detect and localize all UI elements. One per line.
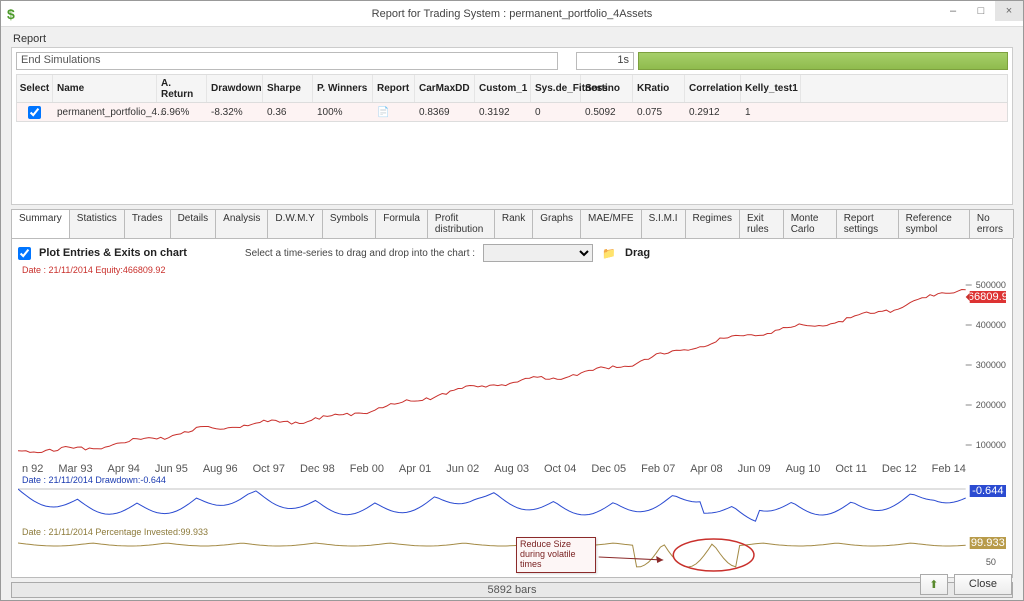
tab-noerrors[interactable]: No errors bbox=[969, 209, 1014, 238]
col-drawdown[interactable]: Drawdown bbox=[207, 75, 263, 102]
tab-statistics[interactable]: Statistics bbox=[69, 209, 125, 238]
percent-invested-chart[interactable]: 99.933 50 0 bbox=[18, 537, 1006, 587]
maximize-button[interactable]: □ bbox=[967, 1, 995, 21]
footer: ⬆ Close bbox=[920, 574, 1012, 595]
row-correlation: 0.2912 bbox=[685, 106, 741, 119]
tab-regimes[interactable]: Regimes bbox=[685, 209, 740, 238]
col-name[interactable]: Name bbox=[53, 75, 157, 102]
col-sysfit[interactable]: Sys.de_Fitness bbox=[531, 75, 581, 102]
row-pwinners: 100% bbox=[313, 106, 373, 119]
progress-bar bbox=[638, 52, 1008, 70]
time-box: 1s bbox=[576, 52, 634, 70]
annotation-box: Reduce Size during volatile times bbox=[516, 537, 596, 573]
close-window-button[interactable]: × bbox=[995, 1, 1023, 21]
tab-details[interactable]: Details bbox=[170, 209, 217, 238]
percent-invested-wrap: 99.933 50 0 Reduce Size during volatile … bbox=[18, 537, 1006, 587]
col-sharpe[interactable]: Sharpe bbox=[263, 75, 313, 102]
col-kratio[interactable]: KRatio bbox=[633, 75, 685, 102]
svg-text:100000: 100000 bbox=[976, 440, 1006, 450]
tab-summary[interactable]: Summary bbox=[11, 209, 70, 238]
report-panel: Report End Simulations 1s Select Name A.… bbox=[11, 33, 1013, 205]
row-name: permanent_portfolio_4... bbox=[53, 106, 157, 119]
row-report-icon[interactable]: 📄 bbox=[373, 106, 415, 119]
results-grid: Select Name A. Return Drawdown Sharpe P.… bbox=[16, 74, 1008, 122]
col-sortino[interactable]: Sortino bbox=[581, 75, 633, 102]
drawdown-chart[interactable]: -0.644 bbox=[18, 485, 1006, 525]
tab-montecarlo[interactable]: Monte Carlo bbox=[783, 209, 837, 238]
tab-refsymbol[interactable]: Reference symbol bbox=[898, 209, 970, 238]
col-areturn[interactable]: A. Return bbox=[157, 75, 207, 102]
row-kelly: 1 bbox=[741, 106, 801, 119]
svg-text:50: 50 bbox=[986, 557, 996, 567]
col-report[interactable]: Report bbox=[373, 75, 415, 102]
tab-analysis[interactable]: Analysis bbox=[215, 209, 268, 238]
svg-text:200000: 200000 bbox=[976, 400, 1006, 410]
row-sharpe: 0.36 bbox=[263, 106, 313, 119]
drag-folder-icon[interactable]: 📁 bbox=[601, 245, 617, 261]
end-simulations-box[interactable]: End Simulations bbox=[16, 52, 558, 70]
plot-entries-label: Plot Entries & Exits on chart bbox=[39, 247, 187, 259]
col-select[interactable]: Select bbox=[17, 75, 53, 102]
svg-text:99.933: 99.933 bbox=[971, 537, 1005, 549]
select-ts-label: Select a time-series to drag and drop in… bbox=[245, 248, 475, 259]
tabs: Summary Statistics Trades Details Analys… bbox=[11, 209, 1013, 238]
equity-header: Date : 21/11/2014 Equity:466809.92 bbox=[18, 265, 1006, 275]
chart-controls: Plot Entries & Exits on chart Select a t… bbox=[18, 243, 1006, 263]
tab-exitrules[interactable]: Exit rules bbox=[739, 209, 784, 238]
tab-symbols[interactable]: Symbols bbox=[322, 209, 376, 238]
window-buttons: – □ × bbox=[939, 1, 1023, 21]
plot-entries-checkbox[interactable] bbox=[18, 247, 31, 260]
percent-invested-header: Date : 21/11/2014 Percentage Invested:99… bbox=[18, 527, 1006, 537]
sim-controls: End Simulations 1s bbox=[16, 52, 1008, 70]
tab-maemfe[interactable]: MAE/MFE bbox=[580, 209, 642, 238]
tab-simi[interactable]: S.I.M.I bbox=[641, 209, 686, 238]
titlebar: $ Report for Trading System : permanent_… bbox=[1, 1, 1023, 27]
col-pwinners[interactable]: P. Winners bbox=[313, 75, 373, 102]
row-sortino: 0.5092 bbox=[581, 106, 633, 119]
row-kratio: 0.075 bbox=[633, 106, 685, 119]
grid-row[interactable]: permanent_portfolio_4... 6.96% -8.32% 0.… bbox=[17, 103, 1007, 121]
svg-text:400000: 400000 bbox=[976, 320, 1006, 330]
tab-trades[interactable]: Trades bbox=[124, 209, 171, 238]
drag-label: Drag bbox=[625, 247, 650, 259]
svg-text:-0.644: -0.644 bbox=[972, 485, 1003, 497]
tab-rank[interactable]: Rank bbox=[494, 209, 533, 238]
col-custom1[interactable]: Custom_1 bbox=[475, 75, 531, 102]
tab-formula[interactable]: Formula bbox=[375, 209, 428, 238]
equity-chart[interactable]: 500000400000300000200000100000 466809.92 bbox=[18, 275, 1006, 463]
row-select-checkbox[interactable] bbox=[17, 105, 53, 120]
app-icon: $ bbox=[7, 6, 15, 22]
row-carmaxdd: 0.8369 bbox=[415, 106, 475, 119]
col-correlation[interactable]: Correlation bbox=[685, 75, 741, 102]
col-carmaxdd[interactable]: CarMaxDD bbox=[415, 75, 475, 102]
up-button[interactable]: ⬆ bbox=[920, 574, 948, 595]
row-sysfit: 0 bbox=[531, 106, 581, 119]
equity-xaxis: n 92Mar 93Apr 94Jun 95Aug 96Oct 97Dec 98… bbox=[18, 463, 1006, 475]
window-title: Report for Trading System : permanent_po… bbox=[1, 8, 1023, 20]
svg-text:500000: 500000 bbox=[976, 280, 1006, 290]
svg-text:300000: 300000 bbox=[976, 360, 1006, 370]
row-areturn: 6.96% bbox=[157, 106, 207, 119]
grid-header: Select Name A. Return Drawdown Sharpe P.… bbox=[17, 75, 1007, 103]
timeseries-select[interactable] bbox=[483, 244, 593, 262]
tab-dwmy[interactable]: D.W.M.Y bbox=[267, 209, 322, 238]
tab-reportsettings[interactable]: Report settings bbox=[836, 209, 899, 238]
close-button[interactable]: Close bbox=[954, 574, 1012, 595]
row-custom1: 0.3192 bbox=[475, 106, 531, 119]
row-drawdown: -8.32% bbox=[207, 106, 263, 119]
chart-area: Plot Entries & Exits on chart Select a t… bbox=[11, 238, 1013, 578]
tab-graphs[interactable]: Graphs bbox=[532, 209, 581, 238]
drawdown-header: Date : 21/11/2014 Drawdown:-0.644 bbox=[18, 475, 1006, 485]
minimize-button[interactable]: – bbox=[939, 1, 967, 21]
report-inner: End Simulations 1s Select Name A. Return… bbox=[11, 47, 1013, 205]
col-kelly[interactable]: Kelly_test1 bbox=[741, 75, 801, 102]
tab-profitdist[interactable]: Profit distribution bbox=[427, 209, 495, 238]
report-label: Report bbox=[11, 33, 1013, 45]
